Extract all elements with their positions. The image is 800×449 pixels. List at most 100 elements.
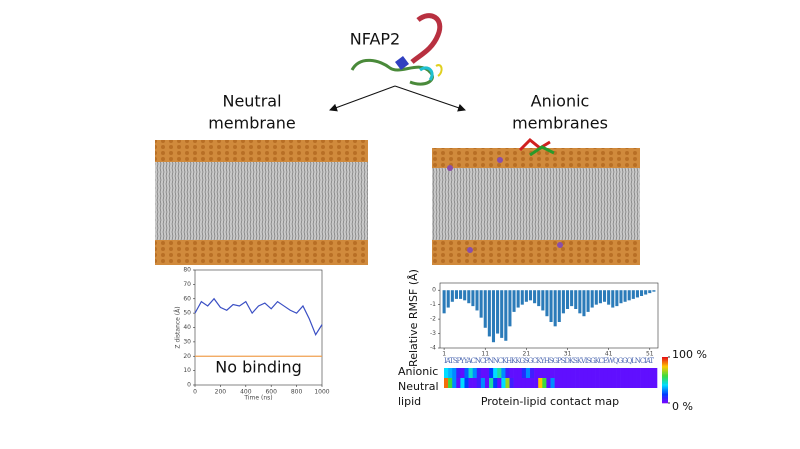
colorbar-label: 0 % [672,400,693,413]
heatmap-cell [501,368,506,378]
heatmap-cell [591,368,596,378]
bar [504,290,508,341]
bar [644,290,648,295]
heatmap-cell [628,368,633,378]
heatmap-cell [591,378,596,388]
colorbar-segment [662,398,668,400]
heatmap-cell [607,378,613,388]
heatmap-cell [509,378,514,388]
x-tick-label: 600 [265,389,277,396]
heatmap-cell [611,368,617,378]
heatmap-cell [493,368,498,378]
bar [541,290,545,311]
heatmap-cell [538,378,543,388]
colorbar-segment [662,365,668,367]
bar [619,290,623,304]
heatmap-cell [517,368,523,378]
heatmap-cell [448,378,453,388]
heatmap-cell [644,378,650,388]
bar [635,290,639,298]
heatmap-cell [444,378,449,388]
heatmap-cell [513,378,519,388]
heatmap-cell [562,368,568,378]
x-tick-label: 21 [523,351,531,358]
bar [454,290,458,299]
bar [450,290,454,302]
bar [528,290,533,301]
heatmap-cell [607,368,613,378]
heatmap-cell [599,378,605,388]
heatmap-cell [484,378,490,388]
colorbar-segment [662,380,668,382]
heatmap-cell [464,368,469,378]
heatmap-cell [562,378,568,388]
bar [582,290,586,317]
y-tick-label: -2 [430,316,436,323]
heatmap-cell [628,378,633,388]
colorbar-segment [662,377,668,380]
heatmap-cell [652,368,658,378]
y-tick-label: 20 [183,353,191,360]
heatmap-cell [444,368,449,378]
row-label: lipid [398,395,421,408]
bar [549,290,553,322]
x-tick-label: 200 [215,389,227,396]
bar [652,290,656,292]
bar [533,290,537,304]
heatmap-title: Protein-lipid contact map [481,395,619,408]
heatmap-cell [509,368,514,378]
bar [594,290,598,305]
heatmap-cell [595,368,600,378]
bar [561,290,565,314]
colorbar-segment [662,391,668,393]
heatmap-cell [517,378,523,388]
colorbar-segment [662,360,668,362]
heatmap-cell [603,368,609,378]
heatmap-cell [501,378,506,388]
bar [463,290,467,301]
bar [524,290,528,302]
heatmap-cell [525,368,531,378]
heatmap-cell [525,378,531,388]
arrow [394,85,466,112]
colorbar-segment [662,375,668,377]
bar [598,290,602,304]
heatmap-cell [546,378,551,388]
heatmap-cell [620,378,625,388]
heatmap-cell [570,368,576,378]
bar [487,290,491,337]
heatmap-cell [493,378,498,388]
plot-background [163,265,333,403]
y-tick-label: 0 [432,287,436,294]
x-tick-label: 41 [605,351,613,358]
heatmap-cell [476,378,482,388]
bar [615,290,619,307]
heatmap-cell [460,378,465,388]
heatmap-cell [640,368,646,378]
heatmap-cell [558,368,564,378]
heatmap-cell [587,378,592,388]
colorbar-segment [662,389,668,391]
bar [483,290,487,328]
bar [565,290,570,309]
colorbar-segment [662,368,668,370]
bar [516,290,520,308]
heatmap-cell [530,378,535,388]
heatmap-cell [554,368,559,378]
bar [446,290,450,308]
heatmap-cell [550,368,555,378]
colorbar-segment [662,373,668,375]
bar [607,290,611,305]
heatmap-cell [566,368,572,378]
colorbar-segment [662,367,668,369]
heatmap-cell [599,368,605,378]
heatmap-cell [472,378,478,388]
colorbar-segment [662,382,668,384]
y-tick-label: 0 [187,382,191,389]
arrow [329,85,396,112]
colorbar-label: 100 % [672,348,707,361]
heatmap-cell [534,378,539,388]
colorbar-segment [662,370,668,373]
bar [442,290,446,314]
